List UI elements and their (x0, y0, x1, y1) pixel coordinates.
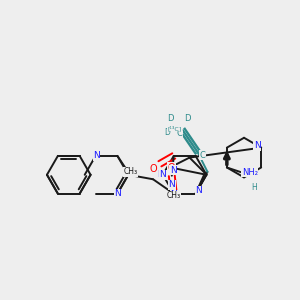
Text: NH₂: NH₂ (242, 168, 258, 177)
Text: D: D (184, 114, 191, 123)
Text: N: N (170, 166, 176, 175)
Text: N: N (93, 152, 100, 160)
Text: N: N (160, 170, 166, 179)
Text: CH₃: CH₃ (123, 167, 137, 176)
Text: H: H (252, 183, 257, 192)
Text: O: O (149, 164, 157, 174)
Text: N: N (254, 141, 261, 150)
Text: D: D (168, 114, 174, 123)
Text: C: C (200, 151, 206, 160)
Text: [¹³C]: [¹³C] (168, 125, 182, 131)
Text: C: C (177, 129, 183, 138)
Text: N: N (168, 180, 175, 189)
Text: CH₃: CH₃ (167, 191, 181, 200)
Text: N: N (158, 170, 164, 179)
Text: O: O (168, 163, 176, 173)
Text: N: N (114, 189, 121, 198)
Text: N: N (195, 186, 202, 195)
Text: N: N (170, 190, 177, 199)
Text: D: D (164, 128, 170, 137)
